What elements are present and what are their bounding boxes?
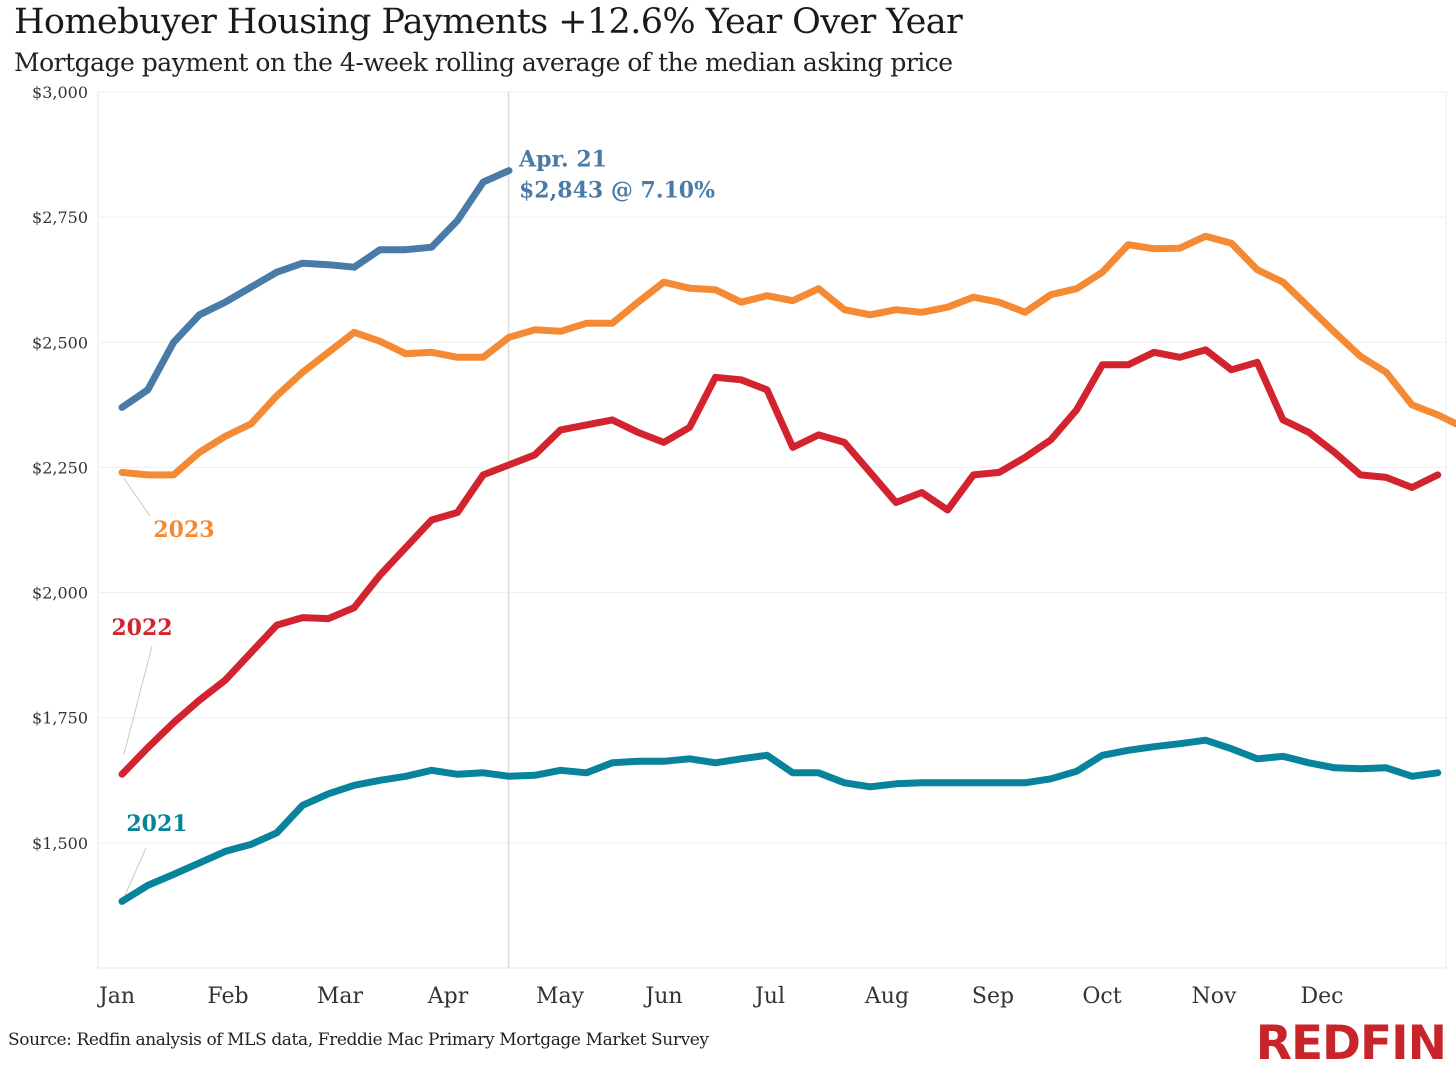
y-tick-label: $2,750 [32, 208, 88, 227]
y-tick-label: $1,750 [32, 709, 88, 728]
x-tick-label: Aug [864, 984, 909, 1009]
y-tick-label: $3,000 [32, 83, 88, 102]
series-lines [118, 167, 1456, 905]
x-tick-label: Nov [1192, 984, 1237, 1009]
x-tick-label: Jul [753, 984, 785, 1009]
x-tick-label: Jun [643, 984, 682, 1009]
y-tick-label: $2,250 [32, 458, 88, 477]
label-leader-line [123, 478, 151, 517]
series-label-2023: 2023 [153, 517, 214, 543]
label-leader-line [123, 847, 147, 898]
label-leader-line [123, 645, 153, 755]
series-labels: 2021 2022 2023 Apr. 21 $2,843 @ 7.10% [111, 147, 715, 837]
series-line-2023 [118, 232, 1456, 479]
x-tick-label: Feb [207, 984, 248, 1009]
gridlines [97, 91, 1447, 969]
redfin-logo: REDFIN [1255, 1016, 1447, 1071]
x-tick-label: Oct [1082, 984, 1121, 1009]
annotation-date: Apr. 21 [518, 147, 607, 173]
y-tick-label: $1,500 [32, 834, 88, 853]
x-tick-label: Mar [317, 984, 364, 1009]
annotation-value: $2,843 @ 7.10% [519, 178, 715, 204]
x-tick-label: Jan [97, 984, 135, 1009]
series-label-2021: 2021 [126, 811, 187, 837]
y-axis-ticks: $1,500 $1,750 $2,000 $2,250 $2,500 $2,750 $3,0… [32, 83, 88, 853]
x-tick-label: Sep [972, 984, 1014, 1009]
series-line-2024 [118, 167, 513, 411]
y-tick-label: $2,000 [32, 584, 88, 603]
x-tick-label: May [536, 984, 585, 1009]
x-axis-ticks: Jan Feb Mar Apr May Jun Jul Aug Sep Oct Nov Dec [97, 984, 1344, 1009]
x-tick-label: Dec [1301, 984, 1344, 1009]
series-line-2021 [118, 736, 1442, 905]
label-leaders [123, 478, 153, 898]
x-tick-label: Apr [427, 984, 469, 1009]
chart-subtitle: Mortgage payment on the 4-week rolling a… [14, 48, 953, 77]
chart-title: Homebuyer Housing Payments +12.6% Year O… [14, 2, 963, 42]
y-tick-label: $2,500 [32, 333, 88, 352]
series-label-2022: 2022 [111, 615, 172, 641]
source-note: Source: Redfin analysis of MLS data, Fre… [8, 1030, 709, 1050]
series-line-2022 [118, 346, 1442, 778]
